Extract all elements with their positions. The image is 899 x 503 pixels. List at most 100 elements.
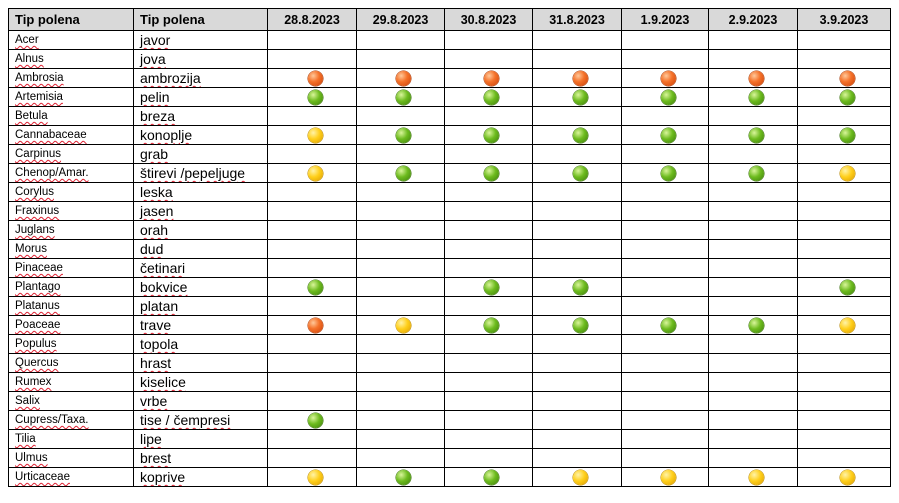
green-level-dot-icon xyxy=(572,89,588,105)
local-name: tise / čempresi xyxy=(140,412,231,428)
latin-name-cell: Cupress/Taxa. xyxy=(8,410,134,430)
table-row: Populus topola xyxy=(8,334,891,354)
level-cell xyxy=(444,182,533,202)
level-cell xyxy=(708,220,798,240)
level-cell xyxy=(356,277,445,297)
level-cell xyxy=(532,372,622,392)
level-cell xyxy=(621,201,709,221)
level-cell xyxy=(797,372,891,392)
table-row: Fraxinus jasen xyxy=(8,201,891,221)
header-date: 29.8.2023 xyxy=(356,8,445,31)
level-cell xyxy=(444,49,533,69)
local-name-cell: pelin xyxy=(133,87,268,107)
latin-name: Tilia xyxy=(15,433,36,445)
level-cell xyxy=(797,68,891,88)
level-cell xyxy=(708,163,798,183)
local-name: leska xyxy=(140,184,173,200)
level-cell xyxy=(797,125,891,145)
green-level-dot-icon xyxy=(484,279,499,295)
level-cell xyxy=(621,30,709,50)
level-cell xyxy=(708,258,798,278)
green-level-dot-icon xyxy=(748,317,764,333)
table-row: Pinaceae četinari xyxy=(8,258,891,278)
local-name-cell: vrbe xyxy=(133,391,268,411)
latin-name-cell: Rumex xyxy=(8,372,134,392)
level-cell xyxy=(621,296,709,316)
local-name: orah xyxy=(140,222,169,238)
level-cell xyxy=(532,353,622,373)
orange-level-dot-icon xyxy=(839,70,855,86)
level-cell xyxy=(444,239,533,259)
level-cell xyxy=(708,353,798,373)
orange-level-dot-icon xyxy=(660,70,676,86)
latin-name-cell: Acer xyxy=(8,30,134,50)
latin-name-cell: Plantago xyxy=(8,277,134,297)
latin-name-cell: Ambrosia xyxy=(8,68,134,88)
latin-name: Rumex xyxy=(15,376,52,388)
local-name-cell: leska xyxy=(133,182,268,202)
level-cell xyxy=(708,410,798,430)
level-cell xyxy=(708,30,798,50)
yellow-level-dot-icon xyxy=(839,165,855,181)
local-name: jova xyxy=(140,51,166,67)
level-cell xyxy=(621,144,709,164)
level-cell xyxy=(444,144,533,164)
level-cell xyxy=(708,87,798,107)
level-cell xyxy=(532,49,622,69)
level-cell xyxy=(444,315,533,335)
level-cell xyxy=(444,277,533,297)
latin-name-cell: Betula xyxy=(8,106,134,126)
level-cell xyxy=(356,296,445,316)
level-cell xyxy=(621,220,709,240)
level-cell xyxy=(532,68,622,88)
local-name-cell: koprive xyxy=(133,467,268,487)
level-cell xyxy=(444,30,533,50)
level-cell xyxy=(621,315,709,335)
local-name: grab xyxy=(140,146,169,162)
level-cell xyxy=(708,315,798,335)
level-cell xyxy=(621,239,709,259)
level-cell xyxy=(621,372,709,392)
green-level-dot-icon xyxy=(484,165,499,181)
green-level-dot-icon xyxy=(572,279,588,295)
level-cell xyxy=(356,201,445,221)
level-cell xyxy=(621,391,709,411)
level-cell xyxy=(356,353,445,373)
level-cell xyxy=(621,467,709,487)
local-name-cell: štirevi /pepeljuge xyxy=(133,163,268,183)
local-name-cell: ambrozija xyxy=(133,68,268,88)
local-name: vrbe xyxy=(140,393,168,409)
table-row: Plantago bokvice xyxy=(8,277,891,297)
green-level-dot-icon xyxy=(307,412,323,428)
level-cell xyxy=(797,296,891,316)
level-cell xyxy=(356,87,445,107)
green-level-dot-icon xyxy=(748,127,764,143)
level-cell xyxy=(797,220,891,240)
local-name: lipe xyxy=(140,431,162,447)
green-level-dot-icon xyxy=(396,89,411,105)
table-row: Poaceae trave xyxy=(8,315,891,335)
orange-level-dot-icon xyxy=(484,70,499,86)
level-cell xyxy=(797,182,891,202)
local-name: bokvice xyxy=(140,279,188,295)
latin-name-cell: Alnus xyxy=(8,49,134,69)
latin-name: Betula xyxy=(15,110,48,122)
level-cell xyxy=(356,182,445,202)
level-cell xyxy=(356,372,445,392)
local-name-cell: javor xyxy=(133,30,268,50)
level-cell xyxy=(356,144,445,164)
level-cell xyxy=(621,163,709,183)
local-name-cell: dud xyxy=(133,239,268,259)
green-level-dot-icon xyxy=(660,165,676,181)
level-cell xyxy=(708,448,798,468)
level-cell xyxy=(708,239,798,259)
level-cell xyxy=(444,220,533,240)
latin-name-cell: Salix xyxy=(8,391,134,411)
latin-name: Chenop/Amar. xyxy=(15,167,89,179)
level-cell xyxy=(708,467,798,487)
table-row: Ambrosia ambrozija xyxy=(8,68,891,88)
latin-name: Ulmus xyxy=(15,452,48,464)
level-cell xyxy=(356,467,445,487)
table-row: Juglans orah xyxy=(8,220,891,240)
yellow-level-dot-icon xyxy=(396,317,411,333)
